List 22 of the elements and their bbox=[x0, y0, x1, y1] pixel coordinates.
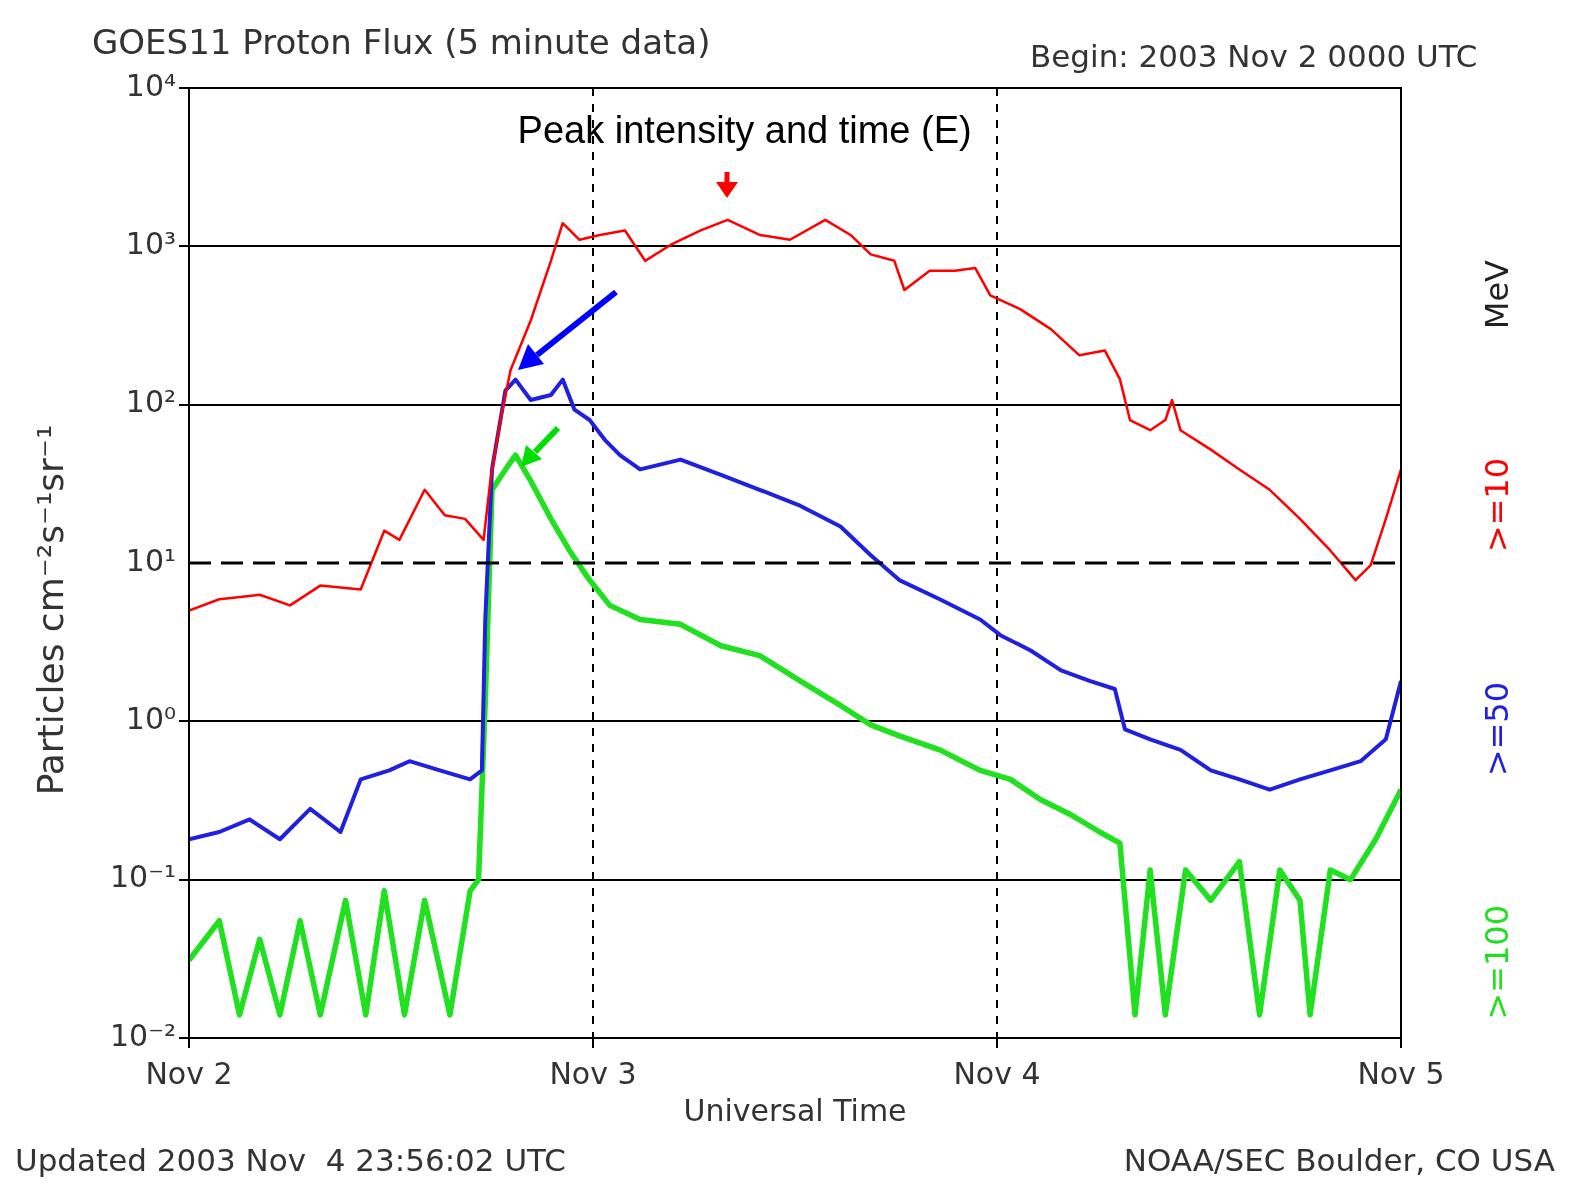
legend-title: MeV bbox=[1478, 260, 1516, 330]
x-tick-label: Nov 3 bbox=[549, 1055, 637, 1091]
y-tick-label: 10¹ bbox=[125, 542, 176, 578]
chart-title: GOES11 Proton Flux (5 minute data) bbox=[92, 22, 711, 62]
text: NOAA/SEC Boulder, CO USA bbox=[1123, 1142, 1555, 1178]
chart-subtitle: Begin: 2003 Nov 2 0000 UTC bbox=[1030, 38, 1478, 74]
x-tick-label: Nov 4 bbox=[953, 1055, 1041, 1091]
x-axis-title: Universal Time bbox=[682, 1093, 908, 1128]
x-tick-label: Nov 5 bbox=[1357, 1055, 1445, 1091]
y-tick-label: 10⁻¹ bbox=[109, 859, 176, 895]
y-tick-label: 10⁴ bbox=[125, 67, 176, 103]
y-tick-label: 10⁰ bbox=[125, 701, 176, 737]
y-tick-label: 10³ bbox=[125, 226, 176, 262]
annotation: Peak intensity and time (E) bbox=[517, 109, 972, 152]
text: Updated 2003 Nov 4 23:56:02 UTC bbox=[15, 1142, 566, 1178]
text: >=100 bbox=[1478, 905, 1516, 1020]
text: >=50 bbox=[1478, 681, 1516, 777]
y-tick-label: 10⁻² bbox=[109, 1017, 176, 1053]
x-tick-label: Nov 2 bbox=[145, 1055, 233, 1091]
y-axis-title: Particles cm⁻²s⁻¹sr⁻¹ bbox=[29, 424, 71, 796]
text: >=10 bbox=[1478, 458, 1516, 553]
y-tick-label: 10² bbox=[125, 384, 176, 420]
